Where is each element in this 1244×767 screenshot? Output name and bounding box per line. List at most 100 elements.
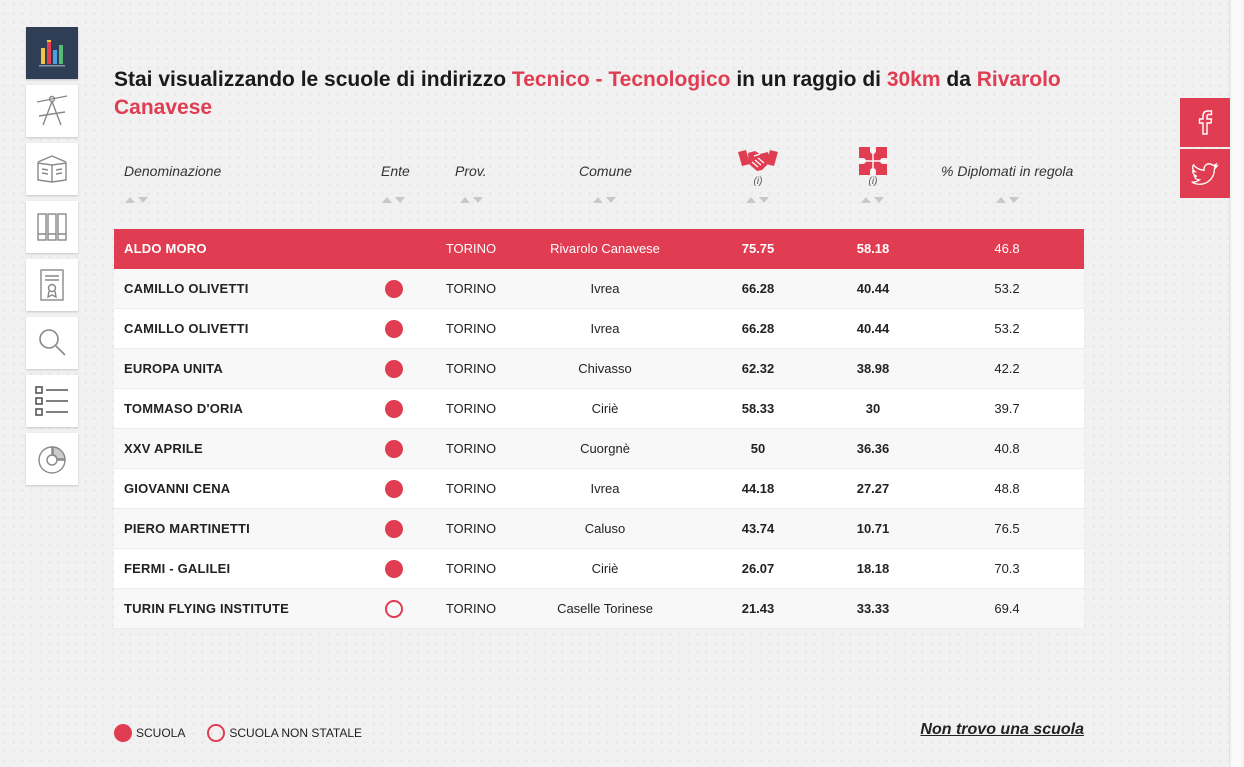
cell-prov: TORINO: [445, 521, 497, 536]
cell-denominazione[interactable]: TURIN FLYING INSTITUTE: [124, 601, 289, 616]
table-row[interactable]: FERMI - GALILEI TORINO Ciriè 26.07 18.18 70.3: [114, 549, 1084, 589]
cell-v2: 18.18: [856, 561, 890, 576]
cell-v1: 21.43: [741, 601, 775, 616]
table-row[interactable]: CAMILLO OLIVETTI TORINO Ivrea 66.28 40.44 53.…: [114, 269, 1084, 309]
sidebar-item-indirizzo[interactable]: [26, 85, 78, 137]
cell-denominazione[interactable]: FERMI - GALILEI: [124, 561, 231, 576]
header-col-v2[interactable]: (i): [851, 144, 895, 187]
header-col-v1[interactable]: (i): [735, 144, 781, 187]
cell-v1: 58.33: [741, 401, 775, 416]
page-title: Stai visualizzando le scuole di indirizz…: [114, 66, 1094, 122]
books-icon: [37, 213, 67, 241]
header-prov: Prov.: [455, 163, 487, 179]
table-row[interactable]: XXV APRILE TORINO Cuorgnè 50 36.36 40.8: [114, 429, 1084, 469]
cell-denominazione[interactable]: TOMMASO D'ORIA: [124, 401, 244, 416]
certificate-icon: [40, 269, 64, 301]
table-row[interactable]: ALDO MORO TORINO Rivarolo Canavese 75.75 58.…: [114, 229, 1084, 269]
cell-comune: Caselle Torinese: [557, 601, 653, 616]
facebook-icon: [1198, 109, 1213, 135]
legend-filled-dot: [114, 724, 132, 742]
header-ente: Ente: [381, 163, 410, 179]
info-v2[interactable]: (i): [868, 176, 878, 187]
sidebar-item-ricerca[interactable]: [26, 317, 78, 369]
sort-v1[interactable]: [746, 196, 770, 206]
compass-icon: [36, 95, 68, 126]
sidebar-item-biblioteca[interactable]: [26, 201, 78, 253]
cell-denominazione[interactable]: GIOVANNI CENA: [124, 481, 231, 496]
cell-comune: Ciriè: [591, 401, 619, 416]
legend-scuola-label: SCUOLA: [136, 726, 186, 740]
cell-v2: 27.27: [856, 481, 890, 496]
sidebar-item-stats[interactable]: [26, 27, 78, 79]
table-row[interactable]: EUROPA UNITA TORINO Chivasso 62.32 38.98 42.2: [114, 349, 1084, 389]
cell-v1: 66.28: [741, 321, 775, 336]
cell-v1: 50: [750, 441, 766, 456]
magnifier-icon: [39, 329, 66, 356]
cell-diplomati: 76.5: [994, 521, 1020, 536]
sort-denominazione[interactable]: [125, 196, 149, 206]
cell-comune: Rivarolo Canavese: [550, 241, 660, 256]
cell-v2: 30: [865, 401, 881, 416]
table-row[interactable]: TOMMASO D'ORIA TORINO Ciriè 58.33 30 39.7: [114, 389, 1084, 429]
cell-denominazione[interactable]: CAMILLO OLIVETTI: [124, 281, 249, 296]
sidebar-item-diploma[interactable]: [26, 259, 78, 311]
table-row[interactable]: PIERO MARTINETTI TORINO Caluso 43.74 10.71 76…: [114, 509, 1084, 549]
twitter-button[interactable]: [1180, 149, 1230, 198]
puzzle-icon: [859, 147, 887, 175]
title-middle: in un raggio di: [730, 68, 887, 91]
sidebar-item-grafici[interactable]: [26, 433, 78, 485]
table-row[interactable]: CAMILLO OLIVETTI TORINO Ivrea 66.28 40.44 53.…: [114, 309, 1084, 349]
ente-non-statale-dot: [385, 600, 403, 618]
sort-prov[interactable]: [460, 196, 484, 206]
checklist-icon: [35, 386, 68, 416]
header-denominazione: Denominazione: [124, 163, 222, 179]
cell-ente: [384, 389, 404, 429]
cell-prov: TORINO: [445, 441, 497, 456]
sidebar-item-elenco[interactable]: [26, 375, 78, 427]
sort-diplomati[interactable]: [996, 196, 1020, 206]
ente-statale-dot: [385, 520, 403, 538]
header-comune: Comune: [579, 163, 632, 179]
table-row[interactable]: GIOVANNI CENA TORINO Ivrea 44.18 27.27 48.8: [114, 469, 1084, 509]
cell-v1: 44.18: [741, 481, 775, 496]
cell-diplomati: 69.4: [994, 601, 1020, 616]
sidebar: [26, 27, 78, 491]
cell-v2: 40.44: [856, 281, 890, 296]
sort-comune[interactable]: [593, 196, 617, 206]
cell-diplomati: 53.2: [994, 321, 1020, 336]
cell-denominazione[interactable]: EUROPA UNITA: [124, 361, 223, 376]
cell-comune: Ivrea: [590, 321, 620, 336]
facebook-button[interactable]: [1180, 98, 1230, 147]
cell-v1: 75.75: [741, 241, 775, 256]
info-v1[interactable]: (i): [753, 176, 763, 187]
cell-comune: Ivrea: [590, 281, 620, 296]
cell-denominazione[interactable]: ALDO MORO: [124, 241, 207, 256]
cell-denominazione[interactable]: CAMILLO OLIVETTI: [124, 321, 249, 336]
open-book-icon: [37, 155, 67, 183]
ente-statale-dot: [385, 560, 403, 578]
table-row[interactable]: TURIN FLYING INSTITUTE TORINO Caselle Tori…: [114, 589, 1084, 629]
cell-comune: Cuorgnè: [580, 441, 630, 456]
sort-ente[interactable]: [382, 196, 406, 206]
legend-scuola: SCUOLA: [114, 724, 185, 742]
sidebar-item-didattica[interactable]: [26, 143, 78, 195]
sort-v2[interactable]: [861, 196, 885, 206]
cell-v2: 40.44: [856, 321, 890, 336]
cell-denominazione[interactable]: PIERO MARTINETTI: [124, 521, 250, 536]
cell-prov: TORINO: [445, 281, 497, 296]
cell-diplomati: 53.2: [994, 281, 1020, 296]
cell-denominazione[interactable]: XXV APRILE: [124, 441, 203, 456]
cell-v1: 62.32: [741, 361, 775, 376]
cell-v1: 43.74: [741, 521, 775, 536]
handshake-icon: [738, 150, 778, 171]
cell-diplomati: 40.8: [994, 441, 1020, 456]
title-indirizzo: Tecnico - Tecnologico: [511, 68, 731, 91]
cell-ente: [384, 229, 404, 269]
scrollbar-thumb[interactable]: [1232, 0, 1241, 767]
not-found-link[interactable]: Non trovo una scuola: [920, 721, 1084, 738]
cell-prov: TORINO: [445, 481, 497, 496]
ente-statale-dot: [385, 360, 403, 378]
page-scrollbar[interactable]: [1229, 0, 1244, 767]
cell-v2: 33.33: [856, 601, 890, 616]
title-localita: Rivarolo Canavese: [114, 68, 1061, 119]
